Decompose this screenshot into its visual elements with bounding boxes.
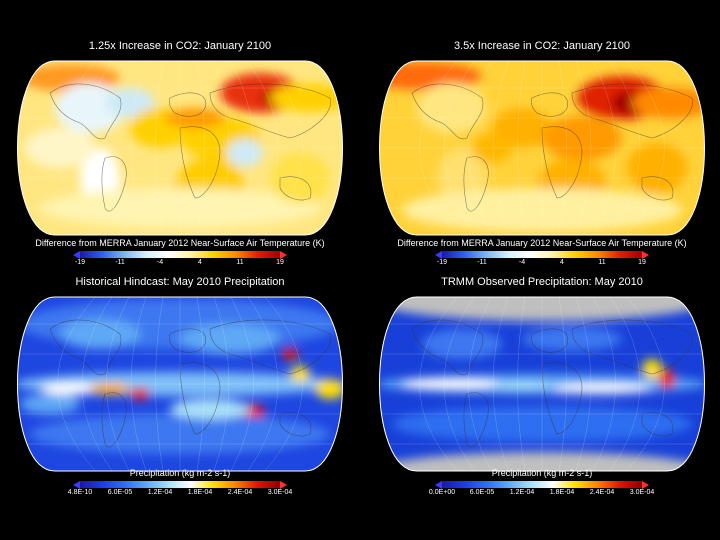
colorbar-ticks: 0.0E+00 6.0E-05 1.2E-04 1.8E-04 2.4E-04 3.0E-… — [429, 489, 654, 499]
panel-co2-1-25x: 1.25x Increase in CO2: January 2100 Diff… — [10, 40, 350, 266]
colorbar-low-arrow-icon — [73, 481, 80, 489]
colorbar-tick-label: 3.0E-04 — [267, 489, 293, 496]
colorbar-tick-label: 11 — [236, 259, 244, 266]
precipitation-map — [379, 296, 705, 472]
temperature-map — [17, 60, 343, 236]
colorbar-tick-label: -11 — [115, 259, 125, 266]
colorbar — [80, 251, 280, 258]
colorbar-low-arrow-icon — [435, 481, 442, 489]
colorbar-low-arrow-icon — [73, 251, 80, 259]
colorbar-ticks: -19 -11 -4 4 11 19 — [437, 259, 646, 269]
panel-trmm-precip: TRMM Observed Precipitation: May 2010 Pr… — [372, 276, 712, 501]
colorbar-tick-label: 1.2E-04 — [147, 489, 173, 496]
colorbar-tick-label: 0.0E+00 — [428, 489, 456, 496]
colorbar-label: Difference from MERRA January 2012 Near-… — [35, 238, 325, 248]
colorbar — [442, 251, 642, 258]
colorbar-tick-label: 2.4E-04 — [589, 489, 615, 496]
panel-title: 3.5x Increase in CO2: January 2100 — [453, 40, 631, 52]
colorbar-tick-label: 4 — [560, 259, 564, 266]
colorbar-tick-label: -19 — [436, 259, 448, 266]
colorbar-high-arrow-icon — [280, 251, 287, 259]
precipitation-map — [17, 296, 343, 472]
colorbar-high-arrow-icon — [642, 481, 649, 489]
panel-hindcast-precip: Historical Hindcast: May 2010 Precipitat… — [10, 276, 350, 501]
colorbar — [442, 481, 642, 488]
colorbar-tick-label: 2.4E-04 — [227, 489, 253, 496]
colorbar-tick-label: 4 — [198, 259, 202, 266]
colorbar-label: Precipitation (kg m-2 s-1) — [129, 468, 231, 478]
colorbar-tick-label: -19 — [74, 259, 86, 266]
colorbar-low-arrow-icon — [435, 251, 442, 259]
colorbar-tick-label: 3.0E-04 — [629, 489, 655, 496]
colorbar-high-arrow-icon — [642, 251, 649, 259]
colorbar — [80, 481, 280, 488]
colorbar-tick-label: 1.8E-04 — [187, 489, 213, 496]
temperature-map — [379, 60, 705, 236]
panel-title: 1.25x Increase in CO2: January 2100 — [88, 40, 272, 52]
panel-co2-3-5x: 3.5x Increase in CO2: January 2100 Diffe… — [372, 40, 712, 266]
colorbar-tick-label: -4 — [518, 259, 526, 266]
colorbar-tick-label: 4.8E-10 — [67, 489, 93, 496]
colorbar-tick-label: 19 — [276, 259, 284, 266]
colorbar-tick-label: 19 — [638, 259, 646, 266]
colorbar-ticks: 4.8E-10 6.0E-05 1.2E-04 1.8E-04 2.4E-04 3.0E-… — [68, 489, 293, 499]
colorbar-tick-label: -11 — [477, 259, 487, 266]
colorbar-high-arrow-icon — [280, 481, 287, 489]
panel-title: Historical Hindcast: May 2010 Precipitat… — [75, 276, 285, 288]
panel-title: TRMM Observed Precipitation: May 2010 — [441, 276, 643, 288]
colorbar-tick-label: 1.2E-04 — [509, 489, 535, 496]
colorbar-label: Precipitation (kg m-2 s-1) — [491, 468, 593, 478]
colorbar-label: Difference from MERRA January 2012 Near-… — [397, 238, 687, 248]
colorbar-tick-label: 6.0E-05 — [107, 489, 133, 496]
colorbar-tick-label: 6.0E-05 — [469, 489, 495, 496]
colorbar-tick-label: 11 — [598, 259, 606, 266]
colorbar-tick-label: 1.8E-04 — [549, 489, 575, 496]
colorbar-ticks: -19 -11 -4 4 11 19 — [75, 259, 284, 269]
colorbar-tick-label: -4 — [156, 259, 164, 266]
